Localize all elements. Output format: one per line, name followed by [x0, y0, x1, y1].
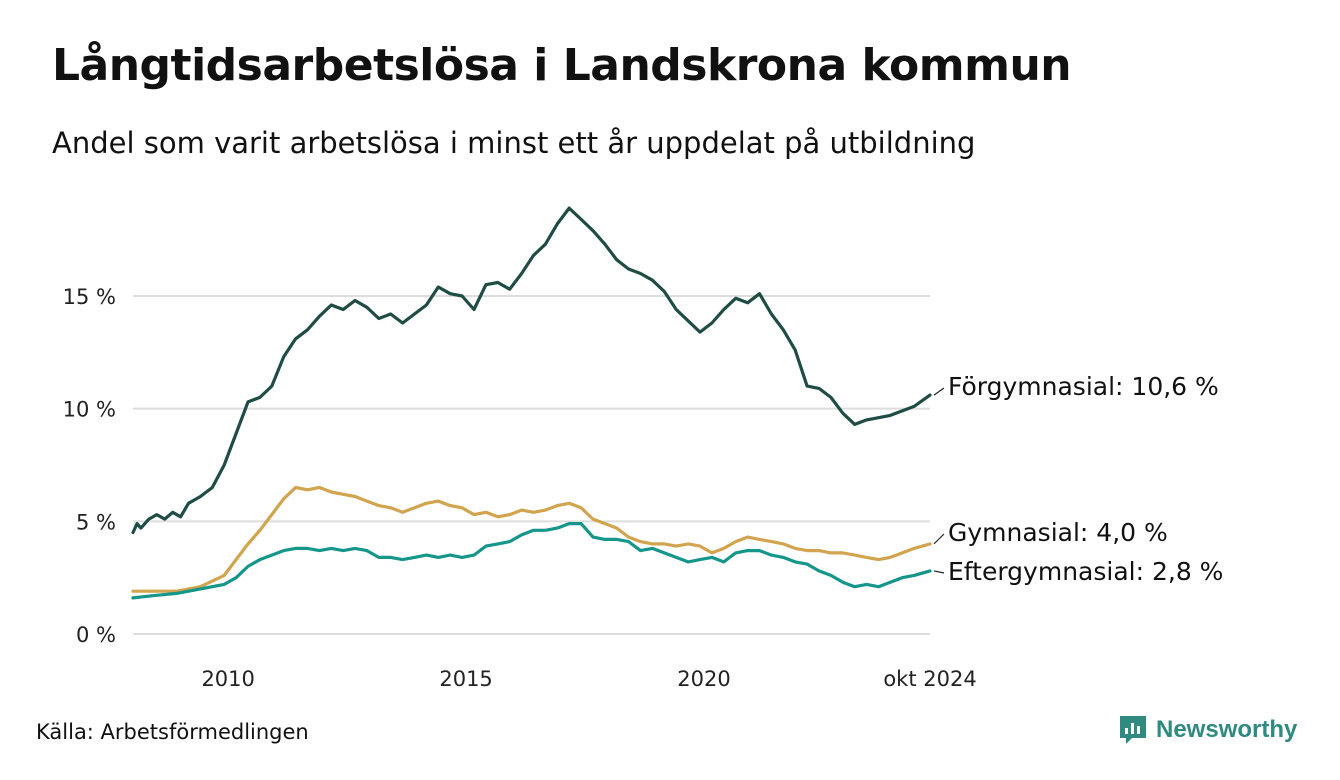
- series-label-gymnasial: Gymnasial: 4,0 %: [948, 518, 1168, 547]
- x-tick-label: 2015: [439, 667, 492, 691]
- y-tick-label: 10 %: [63, 398, 116, 422]
- y-tick-label: 5 %: [76, 510, 116, 534]
- series-label-forgymnasial: Förgymnasial: 10,6 %: [948, 372, 1219, 401]
- x-tick-label: 2010: [201, 667, 254, 691]
- newsworthy-logo-icon: [1120, 716, 1146, 744]
- source-note: Källa: Arbetsförmedlingen: [36, 720, 309, 744]
- x-tick-label: 2020: [677, 667, 730, 691]
- chart-subtitle: Andel som varit arbetslösa i minst ett å…: [52, 126, 976, 160]
- series-labels: Förgymnasial: 10,6 % Gymnasial: 4,0 % Efte…: [933, 372, 1223, 586]
- series-line-gymnasial: [131, 485, 932, 593]
- chart-title: Långtidsarbetslösa i Landskrona kommun: [52, 40, 1072, 91]
- x-axis-ticks: 2010 2015 2020 okt 2024: [201, 667, 976, 691]
- label-connector: [933, 570, 945, 574]
- brand-name: Newsworthy: [1156, 716, 1298, 743]
- y-axis-ticks: 0 % 5 % 10 % 15 %: [63, 285, 116, 647]
- y-tick-label: 15 %: [63, 285, 116, 309]
- x-tick-label: okt 2024: [883, 667, 976, 691]
- series-line-eftergymnasial: [131, 522, 932, 600]
- y-tick-label: 0 %: [76, 623, 116, 647]
- brand-logo: Newsworthy: [1118, 714, 1297, 746]
- series-label-eftergymnasial: Eftergymnasial: 2,8 %: [948, 557, 1223, 586]
- series-lines: [131, 206, 932, 600]
- label-connector: [933, 387, 945, 396]
- grid-lines: [133, 295, 930, 635]
- label-connector: [933, 533, 945, 545]
- series-line-forgymnasial: [131, 206, 932, 535]
